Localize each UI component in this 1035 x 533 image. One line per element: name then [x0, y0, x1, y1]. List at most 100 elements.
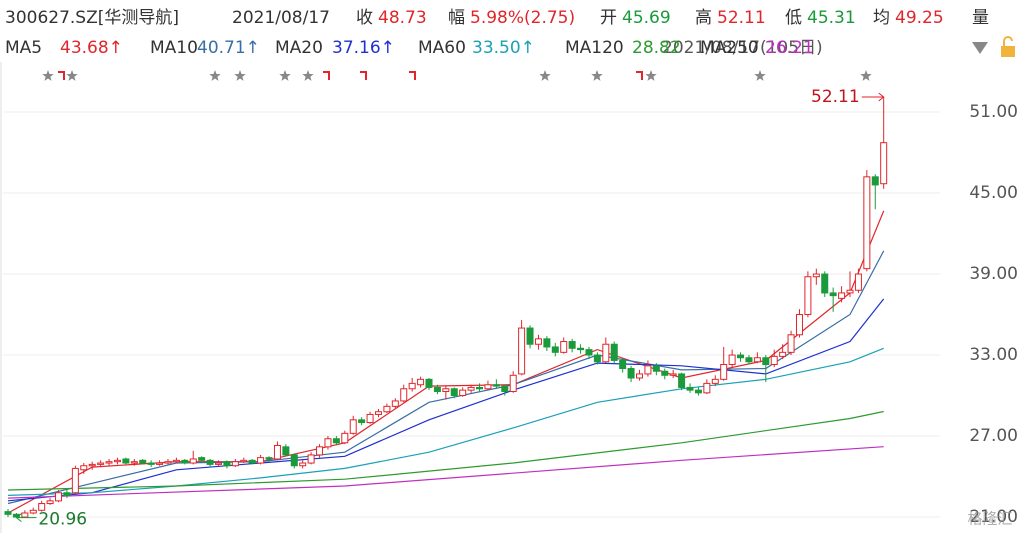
- candle-body: [652, 365, 660, 372]
- candle-body: [147, 462, 155, 465]
- candle-body: [534, 338, 542, 345]
- candle-body: [324, 438, 332, 448]
- candle-body: [38, 503, 46, 511]
- candle-body: [661, 370, 669, 376]
- y-tick-label: 51.00: [969, 102, 1018, 122]
- candle-body: [248, 459, 256, 464]
- candle-body: [863, 176, 871, 270]
- candle-body: [644, 365, 652, 375]
- event-star: [42, 70, 54, 81]
- candle-body: [130, 461, 138, 464]
- candle-body: [838, 292, 846, 299]
- candle-body: [551, 346, 559, 353]
- candle-body: [215, 462, 222, 465]
- avg-label: 均: [873, 8, 890, 28]
- event-flag: [58, 71, 65, 80]
- candle-body: [871, 176, 879, 186]
- candle-body: [560, 341, 568, 353]
- event-flag: [409, 71, 416, 80]
- candle-body: [518, 327, 526, 375]
- candle-body: [282, 446, 290, 456]
- candle-body: [105, 461, 113, 464]
- event-star: [645, 70, 657, 81]
- candle-body: [745, 357, 753, 363]
- open-label: 开: [600, 8, 617, 28]
- y-tick-label: 45.00: [969, 183, 1018, 203]
- event-star: [302, 70, 314, 81]
- candle-body: [821, 273, 829, 294]
- candle-body: [795, 314, 803, 336]
- avg-value: 49.25: [895, 8, 944, 28]
- candle-body: [812, 273, 820, 278]
- low-label: 低: [785, 8, 802, 28]
- legend-name: MA5: [5, 38, 42, 58]
- candle-body: [257, 457, 265, 464]
- event-star: [234, 70, 246, 81]
- change-value: 5.98%(2.75): [470, 8, 575, 28]
- candle-body: [408, 382, 416, 390]
- legend-name: MA20: [275, 38, 323, 58]
- candle-body: [139, 459, 147, 464]
- y-tick-label: 21.00: [969, 507, 1018, 527]
- candle-body: [55, 492, 63, 502]
- dropdown-icon[interactable]: [972, 42, 988, 54]
- candle-body: [880, 142, 888, 185]
- lock-body: [1001, 46, 1015, 57]
- candle-body: [273, 444, 281, 460]
- legend-name: MA60: [418, 38, 466, 58]
- candle-body: [181, 459, 189, 464]
- candle-body: [433, 386, 441, 392]
- candle-body: [686, 386, 694, 391]
- event-star: [860, 70, 872, 81]
- candle-body: [737, 354, 745, 359]
- candle-body: [21, 512, 29, 518]
- candle-body: [610, 343, 618, 361]
- candle-body: [678, 373, 686, 388]
- ma-line: [7, 250, 885, 505]
- candle-body: [198, 457, 206, 461]
- legend-name: MA120: [565, 38, 624, 58]
- legend-name: MA10: [150, 38, 198, 58]
- candle-body: [383, 405, 391, 413]
- candle-body: [619, 359, 627, 370]
- candle-body: [316, 446, 324, 456]
- legend-value: 40.71↑: [197, 38, 260, 58]
- event-flag: [360, 71, 367, 80]
- candle-body: [97, 462, 105, 465]
- candle-body: [543, 338, 551, 348]
- ma-line: [7, 298, 885, 502]
- candle-body: [829, 292, 837, 297]
- candle-body: [787, 334, 795, 353]
- event-star: [754, 70, 766, 81]
- candle-body: [265, 457, 273, 460]
- event-star: [591, 70, 603, 81]
- candle-body: [223, 461, 231, 467]
- legend-value: 26.21: [765, 38, 814, 58]
- ma-line: [7, 410, 884, 491]
- candle-body: [341, 432, 349, 444]
- candle-body: [476, 386, 484, 390]
- candle-body: [358, 419, 366, 424]
- candle-body: [669, 373, 677, 376]
- candle-body: [753, 357, 761, 363]
- candle-body: [206, 459, 214, 465]
- event-star: [279, 70, 291, 81]
- volume-label: 量: [972, 8, 989, 28]
- candle-body: [568, 341, 576, 349]
- legend-value: 28.82: [632, 38, 681, 58]
- candle-body: [779, 351, 787, 357]
- candle-body: [854, 273, 862, 291]
- event-flag: [636, 71, 643, 80]
- candle-body: [484, 384, 492, 390]
- candle-body: [627, 368, 635, 379]
- y-tick-label: 33.00: [969, 345, 1018, 365]
- candle-body: [577, 347, 585, 351]
- high-label: 高: [695, 8, 712, 28]
- legend-name: MA250: [700, 38, 759, 58]
- candle-body: [459, 389, 467, 397]
- lock-icon[interactable]: [1001, 36, 1015, 57]
- candle-body: [349, 419, 357, 434]
- candle-body: [602, 343, 610, 363]
